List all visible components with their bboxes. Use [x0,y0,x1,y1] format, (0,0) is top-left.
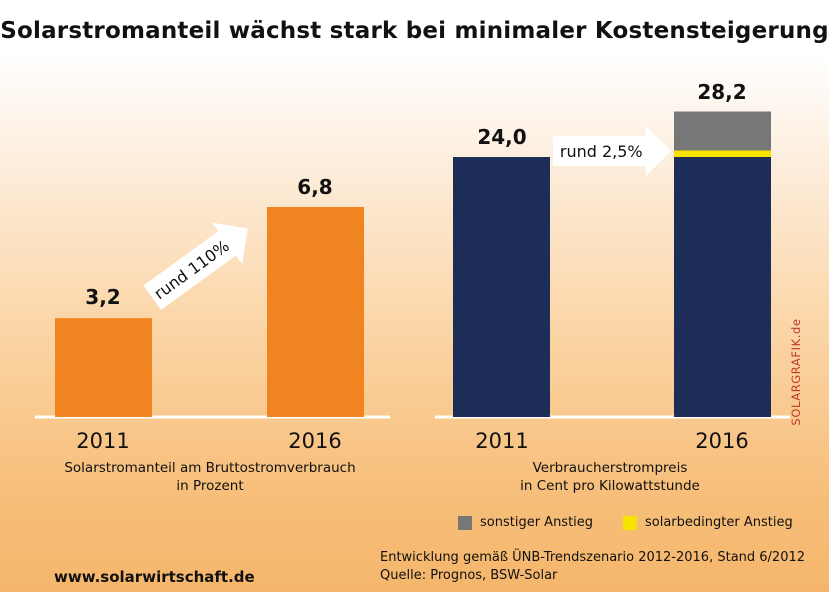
legend-swatch-yellow [623,515,637,530]
legend-label-solarbedingter: solarbedingter Anstieg [645,515,793,530]
bar-left-2011 [55,318,152,417]
value-label-right-2011: 24,0 [477,125,527,149]
growth-arrow-right-shape [553,125,671,177]
caption-right-line1: Verbraucherstrompreis [532,460,688,476]
watermark-text: SOLARGRAFIK.de [789,318,803,426]
caption-left-line2: in Prozent [176,478,244,494]
value-label-left-2011: 3,2 [85,285,121,309]
bar-right-2016-sonstiger-anstieg [674,111,771,151]
x-tick-right-2016: 2016 [695,429,749,453]
caption-right-line2: in Cent pro Kilowattstunde [520,478,700,494]
footer-website: www.solarwirtschaft.de [54,568,255,586]
caption-left-line1: Solarstromanteil am Bruttostromverbrauch [64,460,356,476]
bar-right-2016-basis [674,157,771,417]
bar-left-2016 [267,207,364,417]
legend-label-sonstiger: sonstiger Anstieg [480,515,594,530]
caption-right: Verbraucherstrompreis in Cent pro Kilowa… [440,459,780,495]
growth-arrow-right: rund 2,5% [553,125,671,177]
chart-title: Solarstromanteil wächst stark bei minima… [0,18,829,44]
growth-arrow-left-label: rund 110% [150,236,232,303]
growth-arrow-left-shape [143,222,248,310]
x-tick-right-2011: 2011 [475,429,529,453]
bar-right-2016-solarbedingter-anstieg [674,150,771,157]
growth-arrow-right-label: rund 2,5% [560,142,643,161]
caption-left: Solarstromanteil am Bruttostromverbrauch… [40,459,380,495]
value-label-left-2016: 6,8 [297,175,333,199]
legend-item-sonstiger: sonstiger Anstieg [458,515,593,530]
x-tick-left-2016: 2016 [288,429,342,453]
value-label-right-2016: 28,2 [697,80,747,104]
legend-swatch-gray [458,515,472,530]
legend-item-solarbedingter: solarbedingter Anstieg [623,515,793,530]
footer-note-line1: Entwicklung gemäß ÜNB-Trendszenario 2012… [380,550,806,565]
bar-right-2011-basis [453,157,550,417]
footer-note-line2: Quelle: Prognos, BSW-Solar [380,568,558,583]
growth-arrow-left: rund 110% [143,222,248,310]
x-tick-left-2011: 2011 [76,429,130,453]
